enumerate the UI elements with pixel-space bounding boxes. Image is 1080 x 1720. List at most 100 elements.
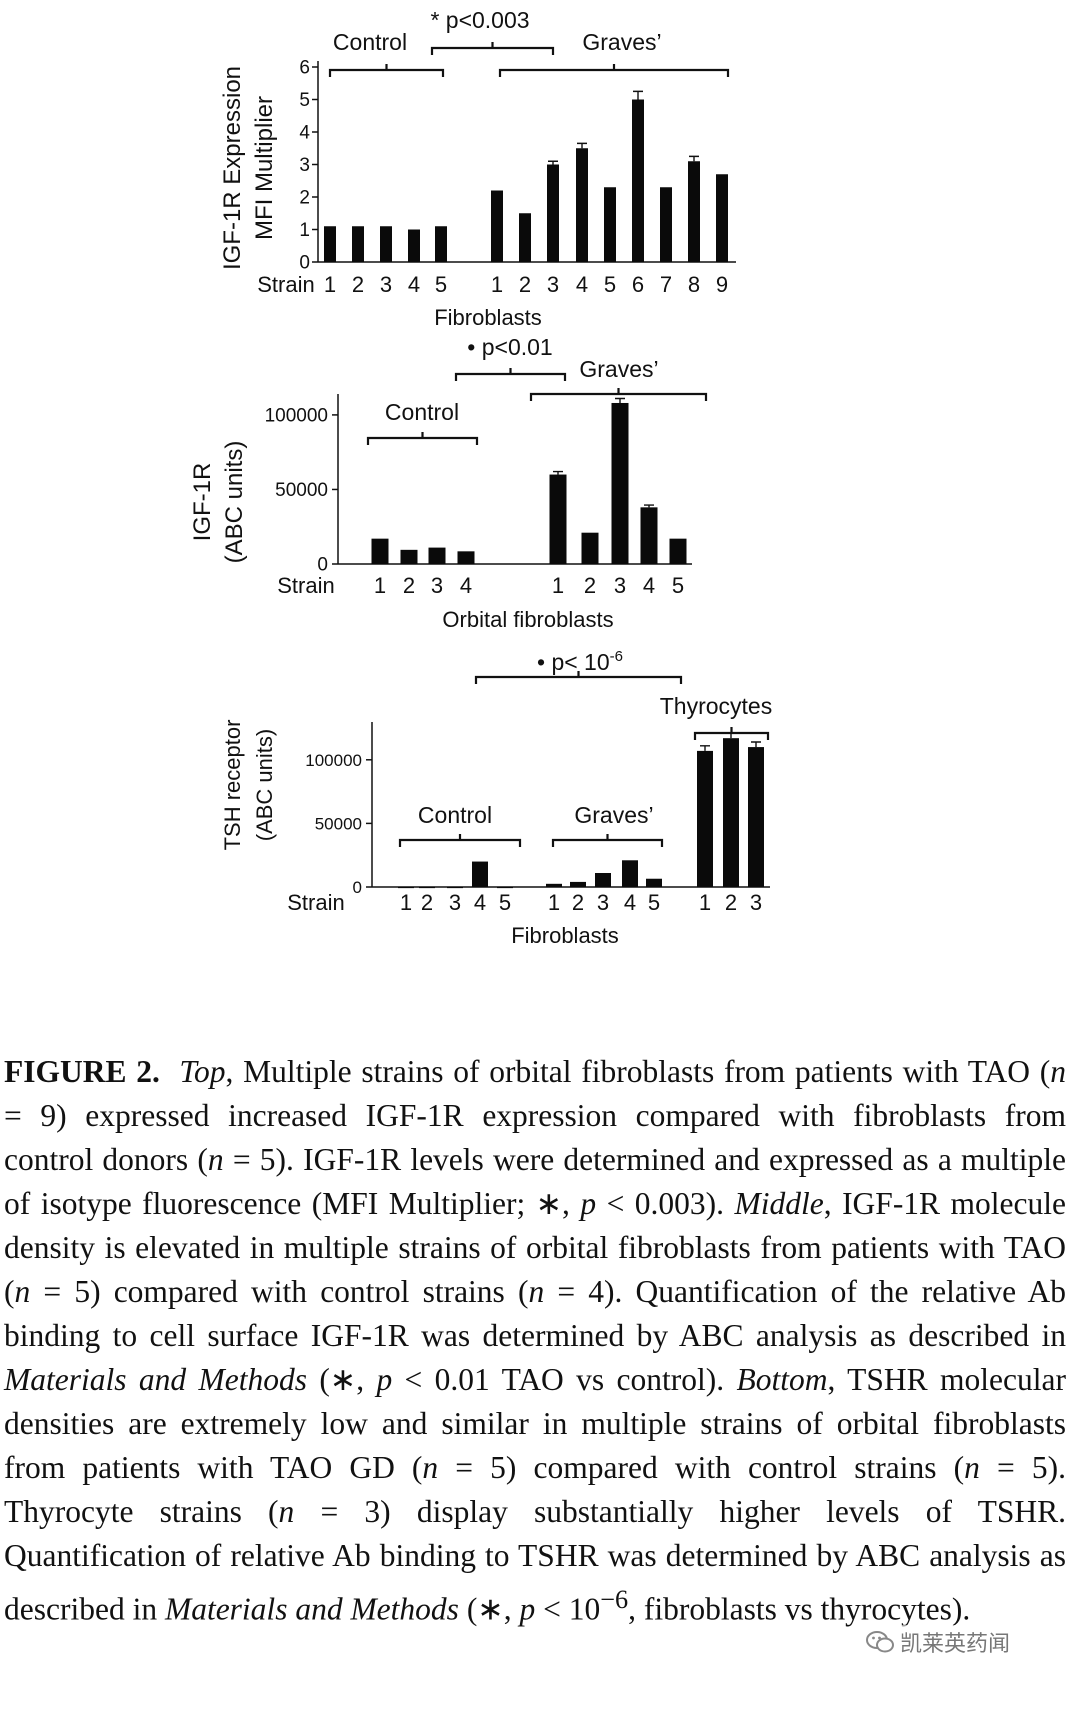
panel-top-bar	[491, 190, 503, 262]
panel-middle-significance-bracket	[454, 368, 567, 381]
panel-top-bar	[660, 187, 672, 262]
panel-bottom-group-label: Thyrocytes	[660, 693, 772, 719]
panel-middle-strain-label: Strain	[277, 573, 334, 598]
panel-bottom-ylabel-line1: TSH receptor	[220, 720, 245, 851]
watermark-text: 凯莱英药闻	[900, 1632, 1011, 1657]
panel-middle-error-bar	[553, 470, 563, 475]
panel-bottom-xlabel: Fibroblasts	[511, 923, 619, 948]
panel-top-group-bracket	[498, 64, 730, 77]
panel-bottom-group-bracket	[551, 834, 664, 847]
panel-bottom-bar	[472, 861, 488, 887]
panel-top-ytick-label: 3	[299, 155, 310, 176]
panel-middle-error-bar	[644, 504, 654, 508]
panel-middle-category-label: 3	[614, 573, 626, 598]
panel-bottom-category-label: 4	[474, 890, 486, 915]
panel-top-ytick-label: 1	[299, 220, 310, 241]
panel-middle-error-bar	[615, 397, 625, 403]
panel-bottom-significance-prefix: • p< 10	[537, 649, 610, 675]
panel-middle-category-label: 3	[431, 573, 443, 598]
panel-middle-bar	[428, 547, 446, 564]
panel-bottom-category-label: 1	[400, 890, 412, 915]
panel-top-group-bracket	[328, 64, 445, 77]
panel-bottom-category-label: 4	[624, 890, 636, 915]
panel-top-category-label: 5	[435, 272, 447, 297]
panel-top-category-label: 1	[491, 272, 503, 297]
caption-label: FIGURE 2.	[4, 1054, 160, 1089]
panel-top-significance-bracket	[430, 42, 555, 55]
panel-top-bar	[408, 229, 420, 262]
panel-bottom-group-bracket	[398, 834, 522, 847]
panel-bottom-strain-label: Strain	[287, 890, 344, 915]
panel-bottom-bar	[723, 738, 739, 887]
panel-bottom-bar	[497, 886, 513, 889]
panel-top-bar	[380, 226, 392, 262]
panel-middle-bar	[611, 402, 629, 564]
panel-bottom-category-label: 2	[421, 890, 433, 915]
panel-middle-bar	[371, 538, 389, 564]
panel-bottom-ytick-label: 0	[353, 878, 362, 897]
panel-bottom-error-bar	[700, 745, 710, 751]
panel-bottom-significance-bracket	[474, 671, 683, 684]
panel-middle-category-label: 1	[552, 573, 564, 598]
panel-middle-xlabel: Orbital fibroblasts	[442, 607, 613, 632]
panel-middle-group-label: Control	[385, 399, 459, 425]
panel-middle-category-label: 4	[643, 573, 655, 598]
wechat-icon	[866, 1631, 894, 1653]
panel-bottom-ytick-label: 100000	[305, 751, 362, 770]
panel-middle-category-label: 4	[460, 573, 472, 598]
panel-bottom-significance-exponent: -6	[610, 648, 623, 665]
panel-top-ylabel-line1: IGF-1R Expression	[219, 66, 246, 270]
panel-middle-category-label: 2	[403, 573, 415, 598]
panel-bottom-bar	[419, 886, 435, 889]
panel-middle-category-label: 2	[584, 573, 596, 598]
panel-middle-category-label: 1	[374, 573, 386, 598]
panel-middle-bar	[549, 474, 567, 564]
panel-middle-bar	[669, 538, 687, 564]
panel-top-ytick-label: 2	[299, 188, 310, 209]
panel-bottom-bar	[546, 883, 562, 887]
panel-top-category-label: 6	[632, 272, 644, 297]
panel-top-ytick-label: 6	[299, 58, 310, 79]
panel-middle-ytick-label: 0	[317, 555, 328, 576]
panel-bottom-category-label: 3	[750, 890, 762, 915]
figure-caption: FIGURE 2. Top, Multiple strains of orbit…	[4, 1054, 1066, 1627]
panel-middle-ytick-label: 50000	[275, 480, 328, 501]
panel-top-category-label: 1	[324, 272, 336, 297]
panel-top-bar	[604, 187, 616, 262]
panel-top-ylabel-line2: MFI Multiplier	[251, 96, 278, 240]
panel-top-ytick-label: 0	[299, 253, 310, 274]
panel-top-category-label: 4	[408, 272, 420, 297]
panel-top-category-label: 3	[547, 272, 559, 297]
panel-bottom-ylabel-line2: (ABC units)	[252, 729, 277, 841]
panel-top-category-label: 2	[519, 272, 531, 297]
panel-bottom-bar	[646, 878, 662, 887]
panel-top-xlabel: Fibroblasts	[434, 305, 542, 330]
panel-bottom-bar	[447, 886, 463, 889]
panel-bottom-group-bracket	[693, 727, 770, 740]
panel-middle-group-bracket	[366, 432, 479, 445]
panel-bottom-bar	[622, 860, 638, 887]
panel-top-bar	[352, 226, 364, 262]
panel-middle-group-label: Graves’	[579, 356, 658, 382]
panel-bottom-category-label: 1	[548, 890, 560, 915]
panel-top-category-label: 9	[716, 272, 728, 297]
panel-bottom-category-label: 1	[699, 890, 711, 915]
panel-bottom-bar	[570, 881, 586, 887]
panel-middle-ytick-label: 100000	[265, 406, 328, 427]
panel-top-error-bar	[548, 160, 558, 165]
panel-bottom-category-label: 5	[499, 890, 511, 915]
panel-middle-ylabel: IGF-1R (ABC units)	[189, 441, 248, 564]
panel-top-bar	[519, 213, 531, 262]
watermark: 凯莱英药闻	[860, 1625, 1017, 1659]
panel-top-group-label: Control	[333, 29, 407, 55]
panel-bottom-significance-label: • p< 10-6	[537, 648, 623, 675]
panel-bottom-bar	[697, 750, 713, 887]
panel-middle-category-label: 5	[672, 573, 684, 598]
panel-bottom-ylabel: TSH receptor (ABC units)	[220, 720, 277, 851]
panel-top-ytick-label: 5	[299, 90, 310, 111]
panel-top-category-label: 8	[688, 272, 700, 297]
panel-top-bar	[576, 148, 588, 262]
panel-bottom-group-label: Graves’	[574, 802, 653, 828]
panel-top-strain-label: Strain	[257, 272, 314, 297]
